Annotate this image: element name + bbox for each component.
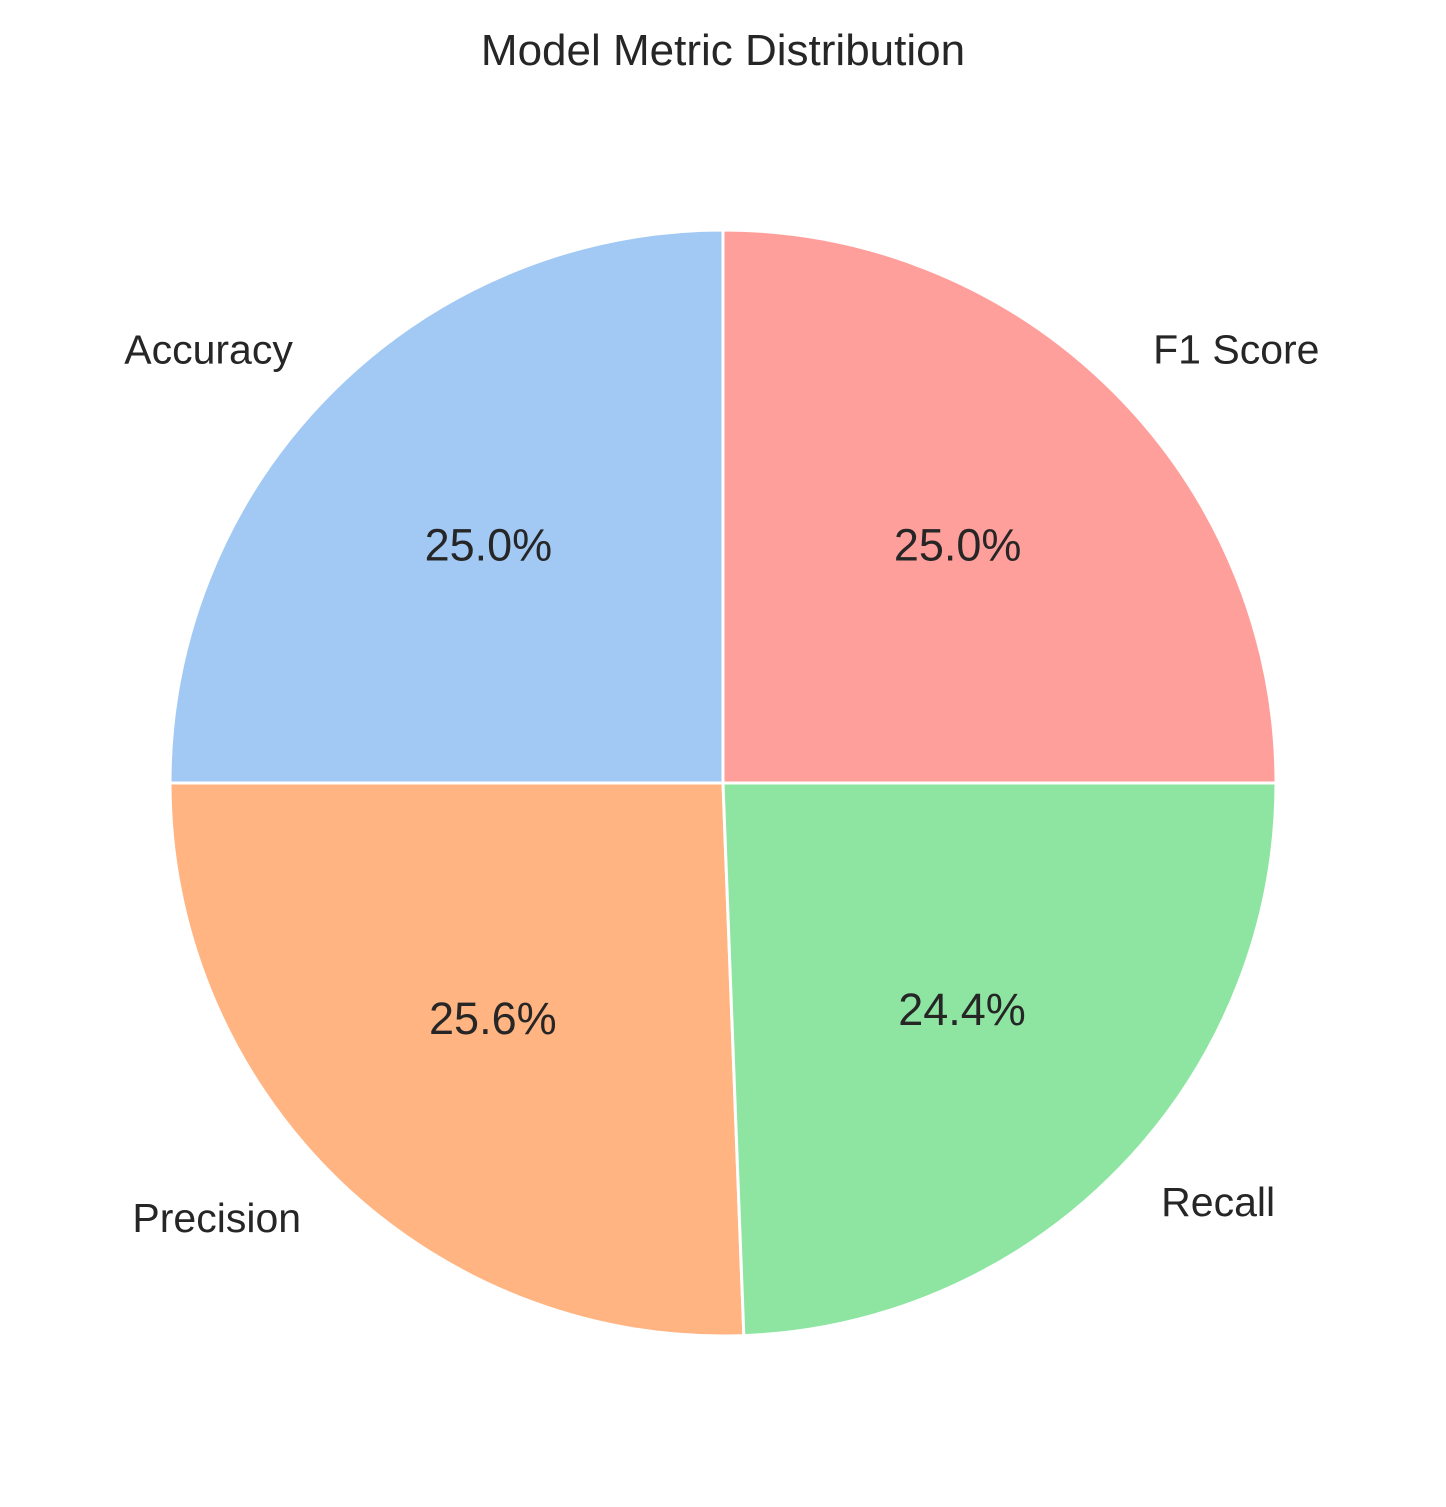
slice-label-recall: Recall xyxy=(1161,1179,1275,1225)
pct-label-recall: 24.4% xyxy=(898,984,1026,1035)
pie-slice-f1-score xyxy=(721,228,1278,785)
pct-label-accuracy: 25.0% xyxy=(425,519,553,570)
pct-label-f1-score: 25.0% xyxy=(894,519,1022,570)
pie-slice-accuracy xyxy=(168,228,725,785)
slice-label-precision: Precision xyxy=(132,1195,301,1241)
pie-slice-recall xyxy=(721,781,1278,1338)
chart-title: Model Metric Distribution xyxy=(481,26,965,75)
pie-slices xyxy=(168,228,1278,1338)
pie-percent-labels: 25.0% 25.6% 24.4% 25.0% xyxy=(425,519,1026,1044)
pct-label-precision: 25.6% xyxy=(429,993,557,1044)
pie-slice-labels: Accuracy Precision Recall F1 Score xyxy=(124,327,1319,1241)
slice-label-accuracy: Accuracy xyxy=(124,327,293,373)
slice-label-f1-score: F1 Score xyxy=(1153,327,1319,373)
pie-slice-precision xyxy=(168,781,746,1338)
